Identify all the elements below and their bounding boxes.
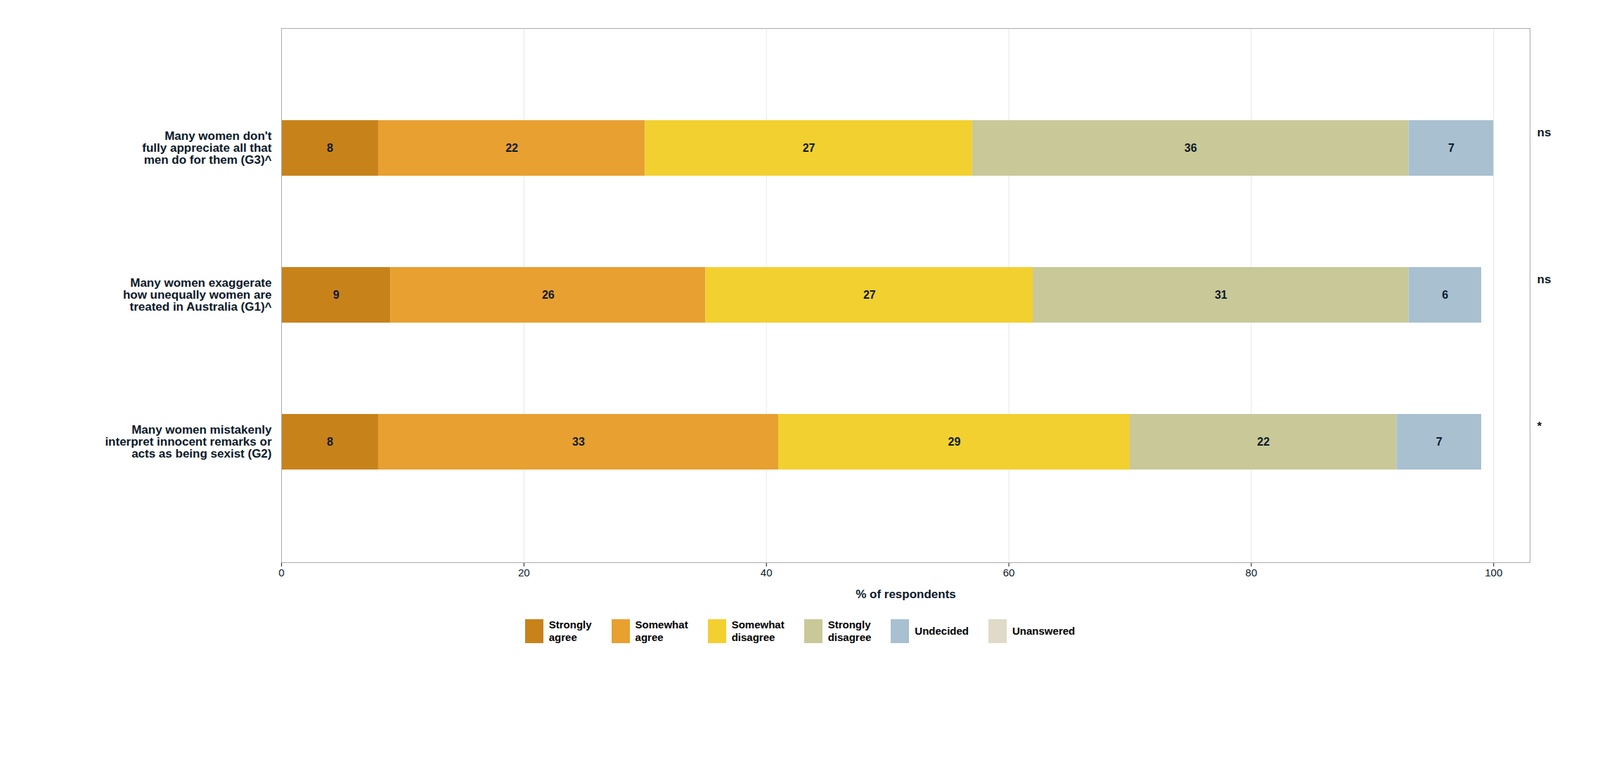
svg-text:20: 20 xyxy=(518,566,531,579)
html-text:Undecided: Undecided xyxy=(914,624,969,637)
svg-text:7: 7 xyxy=(1448,142,1455,154)
svg-text:% of respondents: % of respondents xyxy=(855,587,957,602)
svg-text:ns: ns xyxy=(1537,125,1552,140)
svg-text:29: 29 xyxy=(948,435,961,448)
svg-text:36: 36 xyxy=(1184,142,1198,154)
html-text:Strongly agree: Strongly agree xyxy=(548,618,592,644)
svg-text:ns: ns xyxy=(1537,272,1552,287)
svg-text:8: 8 xyxy=(326,435,334,448)
svg-text:27: 27 xyxy=(863,288,876,301)
html-text:Unanswered: Unanswered xyxy=(1012,624,1076,637)
svg-text:7: 7 xyxy=(1436,435,1443,448)
html-text:Somewhat disagree: Somewhat disagree xyxy=(731,618,785,644)
svg-text:Many women don'tfully apprecia: Many women don'tfully appreciate all tha… xyxy=(142,129,273,167)
svg-text:*: * xyxy=(1537,419,1543,434)
svg-text:22: 22 xyxy=(1256,435,1270,448)
svg-text:60: 60 xyxy=(1003,566,1016,579)
svg-text:Many women exaggeratehow unequ: Many women exaggeratehow unequally women… xyxy=(123,276,273,314)
svg-text:31: 31 xyxy=(1214,288,1228,301)
svg-text:Many women mistakenlyinterpret: Many women mistakenlyinterpret innocent … xyxy=(104,423,273,461)
svg-text:8: 8 xyxy=(326,142,334,154)
html-text:Somewhat agree: Somewhat agree xyxy=(635,618,688,644)
svg-text:0: 0 xyxy=(278,566,285,579)
svg-text:100: 100 xyxy=(1484,566,1503,579)
svg-text:40: 40 xyxy=(760,566,773,579)
svg-text:26: 26 xyxy=(542,288,555,301)
svg-text:9: 9 xyxy=(333,288,340,301)
svg-text:27: 27 xyxy=(802,142,816,154)
svg-text:33: 33 xyxy=(572,435,585,448)
svg-text:80: 80 xyxy=(1245,566,1258,579)
svg-text:22: 22 xyxy=(505,142,519,154)
html-text:Strongly disagree: Strongly disagree xyxy=(827,618,872,644)
svg-text:6: 6 xyxy=(1441,288,1449,301)
